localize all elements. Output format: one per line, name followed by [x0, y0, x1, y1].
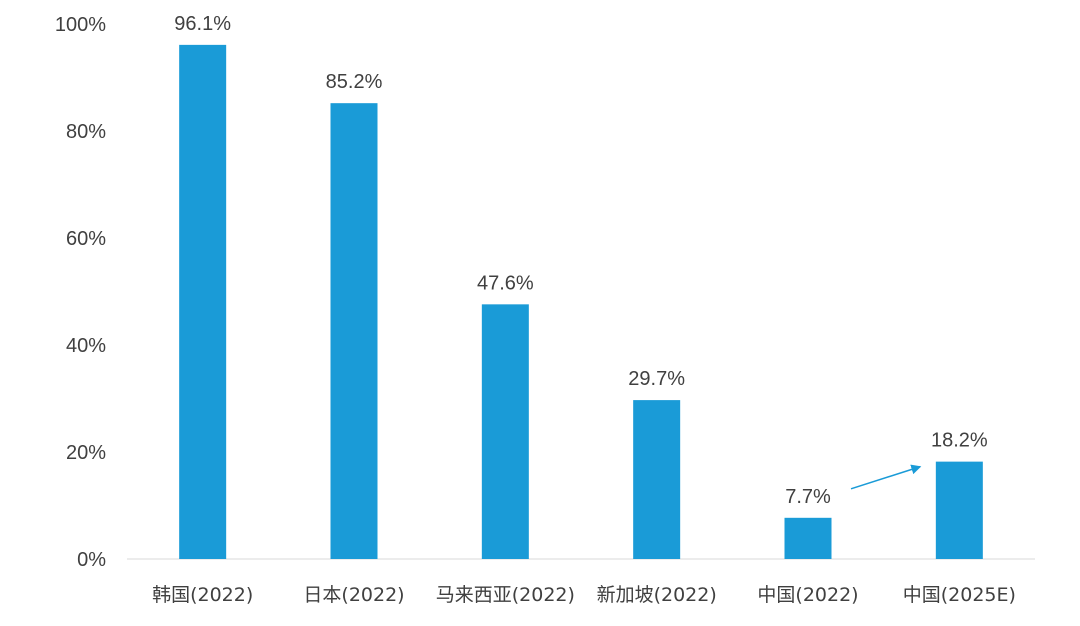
bars-group	[179, 44, 983, 560]
x-tick-label: 中国(2025E)	[903, 584, 1016, 606]
bar	[633, 400, 681, 559]
x-tick-label: 新加坡(2022)	[597, 584, 717, 606]
x-tick-label: 日本(2022)	[303, 584, 404, 606]
y-tick-label: 80%	[66, 121, 106, 143]
y-tick-label: 0%	[77, 549, 106, 571]
bar	[330, 103, 378, 560]
bar	[935, 461, 983, 559]
data-label: 29.7%	[628, 368, 685, 390]
data-label: 7.7%	[785, 486, 831, 508]
annotations-group	[850, 464, 922, 490]
growth-arrow	[850, 464, 922, 490]
y-tick-label: 100%	[55, 14, 106, 36]
y-tick-label: 40%	[66, 335, 106, 357]
y-axis: 0% 20% 40% 60% 80% 100%	[55, 14, 106, 571]
y-tick-label: 60%	[66, 228, 106, 250]
data-label: 18.2%	[931, 430, 988, 452]
data-label: 47.6%	[477, 272, 534, 294]
bar	[179, 44, 227, 560]
data-labels-group: 96.1% 85.2% 47.6% 29.7% 7.7% 18.2%	[174, 13, 988, 508]
x-axis-labels: 韩国(2022) 日本(2022) 马来西亚(2022) 新加坡(2022) 中国(20…	[152, 584, 1016, 606]
x-tick-label: 马来西亚(2022)	[436, 584, 575, 606]
bar	[784, 517, 832, 559]
data-label: 96.1%	[174, 13, 231, 35]
y-tick-label: 20%	[66, 442, 106, 464]
x-tick-label: 中国(2022)	[757, 584, 858, 606]
x-tick-label: 韩国(2022)	[152, 584, 253, 606]
bar	[481, 304, 529, 559]
data-label: 85.2%	[326, 71, 383, 93]
